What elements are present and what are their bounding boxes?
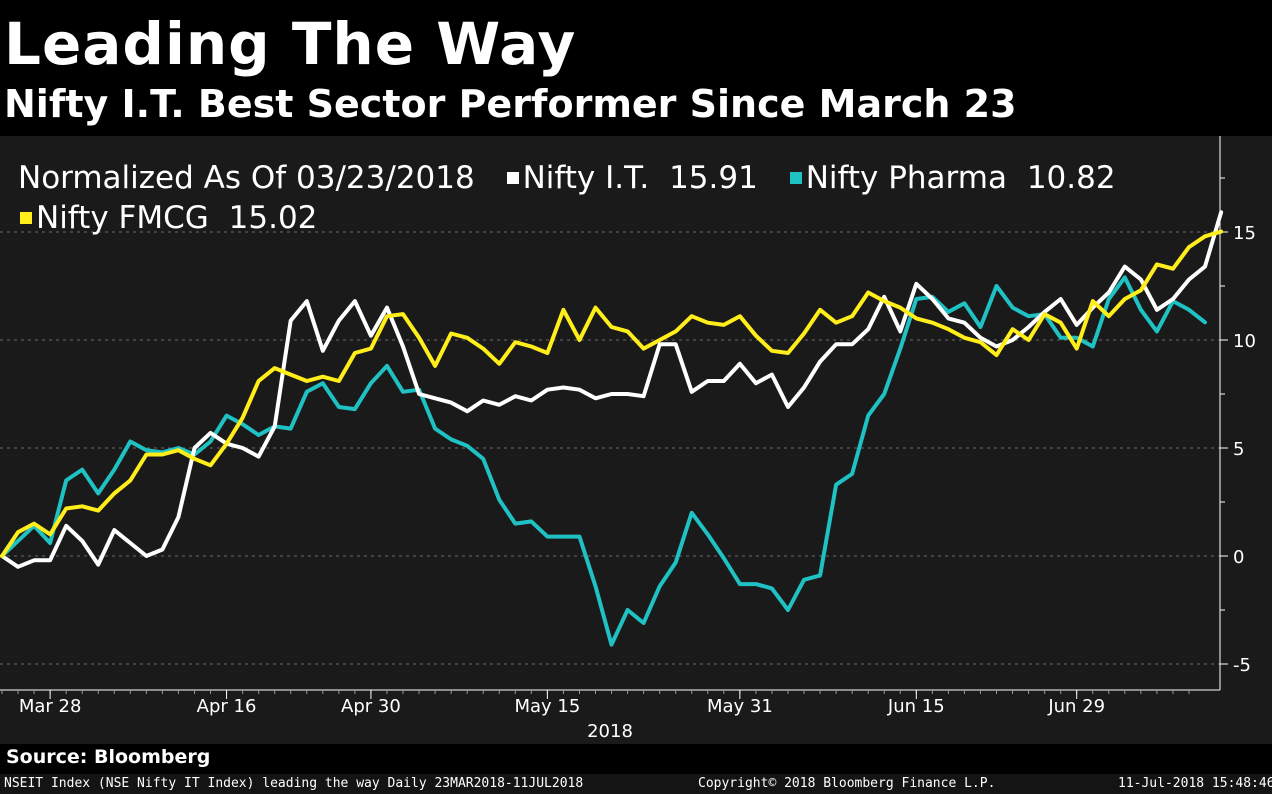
x-tick-label: Mar 28 [19,696,82,717]
axis-layer: -5 0 5 10 15 Mar 28 Apr 16 Apr 30 May 15 May 31 Ju… [0,136,1256,742]
y-tick-label: 10 [1233,331,1256,352]
x-tick-label: Jun 15 [887,696,945,717]
y-tick-label: 0 [1233,547,1244,568]
timestamp: 11-Jul-2018 15:48:46 [1118,776,1272,791]
legend-swatch-it [506,171,519,184]
legend-label-it: Nifty I.T. [522,159,650,196]
source-note: Source: Bloomberg [6,746,211,768]
legend-value-pharma: 10.82 [1026,159,1116,196]
legend-row-1: Normalized As Of 03/23/2018 Nifty I.T. 1… [18,156,1116,198]
x-tick-label: May 31 [707,696,773,717]
x-tick-label: May 15 [514,696,580,717]
footer-bar: NSEIT Index (NSE Nifty IT Index) leading… [0,774,1272,794]
normalized-note: Normalized As Of 03/23/2018 [18,159,475,196]
legend-value-fmcg: 15.02 [228,199,318,236]
legend-swatch-fmcg [20,211,32,224]
chart-title: Leading The Way [4,10,577,78]
y-tick-label: -5 [1233,655,1251,676]
ticker-info: NSEIT Index (NSE Nifty IT Index) leading… [4,776,584,791]
series-line-nifty-i-t [0,210,1224,569]
legend-label-fmcg: Nifty FMCG [36,199,209,236]
copyright: Copyright© 2018 Bloomberg Finance L.P. [698,776,996,791]
x-axis-label: 2018 [587,721,633,742]
legend-value-it: 15.91 [669,159,758,196]
y-tick-label: 5 [1233,439,1244,460]
y-tick-label: 15 [1233,223,1256,244]
legend-swatch-pharma [789,171,802,184]
chart-subtitle: Nifty I.T. Best Sector Performer Since M… [4,82,1017,126]
series-line-nifty-pharma [0,275,1207,647]
line-chart: -5 0 5 10 15 Mar 28 Apr 16 Apr 30 May 15 May 31 Ju… [0,136,1256,742]
legend-row-2: Nifty FMCG 15.02 [0,196,317,238]
x-tick-label: Apr 16 [197,696,257,717]
series-line-nifty-fmcg [0,229,1224,558]
legend-label-pharma: Nifty Pharma [805,159,1007,196]
x-tick-label: Jun 29 [1047,696,1105,717]
series-layer [0,210,1224,647]
x-tick-label: Apr 30 [341,696,401,717]
